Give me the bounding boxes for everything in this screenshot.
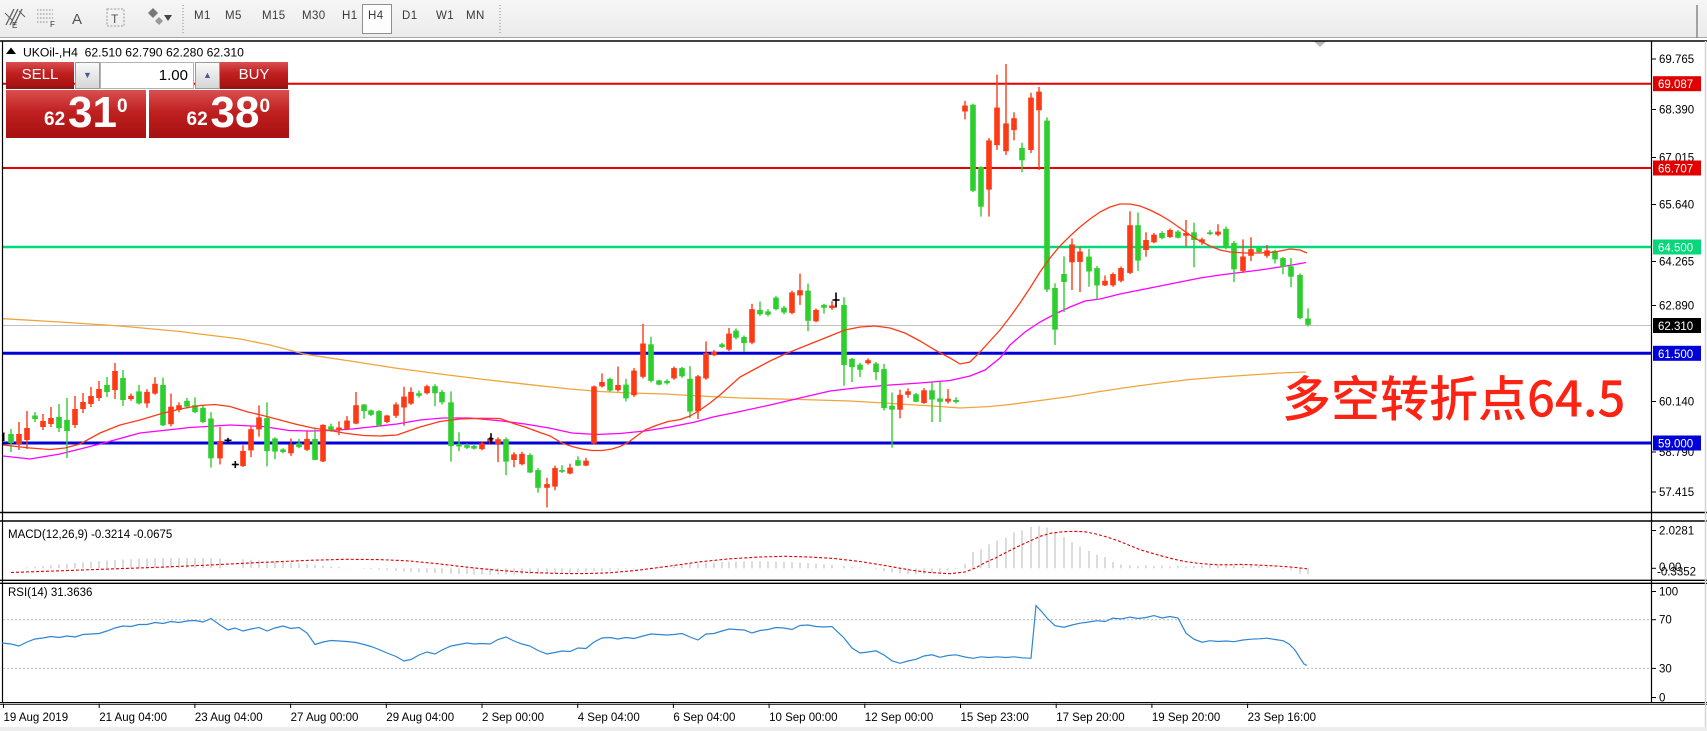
svg-text:100: 100 [1659,587,1678,599]
svg-text:A: A [72,11,82,28]
svg-text:64.500: 64.500 [1658,243,1693,255]
svg-text:17 Sep 20:00: 17 Sep 20:00 [1056,712,1124,724]
svg-text:15 Sep 23:00: 15 Sep 23:00 [961,712,1029,724]
svg-text:69.087: 69.087 [1658,79,1693,91]
svg-text:2.0281: 2.0281 [1659,526,1694,538]
svg-text:19 Sep 20:00: 19 Sep 20:00 [1152,712,1220,724]
svg-text:RSI(14) 31.3636: RSI(14) 31.3636 [8,587,92,599]
svg-text:62.310: 62.310 [1658,321,1693,333]
svg-text:2 Sep 00:00: 2 Sep 00:00 [482,712,544,724]
svg-text:MACD(12,26,9) -0.3214 -0.0675: MACD(12,26,9) -0.3214 -0.0675 [8,529,172,541]
svg-text:70: 70 [1659,615,1672,627]
svg-text:-0.3352: -0.3352 [1657,567,1696,579]
svg-text:61.500: 61.500 [1658,349,1693,361]
svg-text:0: 0 [1659,693,1665,705]
svg-text:30: 30 [1659,663,1672,675]
svg-text:23 Aug 04:00: 23 Aug 04:00 [195,712,263,724]
svg-text:62.890: 62.890 [1659,301,1694,313]
svg-text:T: T [111,12,119,26]
svg-text:19 Aug 2019: 19 Aug 2019 [4,712,69,724]
svg-text:27 Aug 00:00: 27 Aug 00:00 [291,712,359,724]
svg-text:66.707: 66.707 [1658,164,1693,176]
svg-text:UKOil-,H4 62.510 62.790 62.28: UKOil-,H4 62.510 62.790 62.280 62.310 [23,46,244,60]
svg-text:10 Sep 00:00: 10 Sep 00:00 [769,712,837,724]
svg-text:68.390: 68.390 [1659,105,1694,117]
svg-text:E: E [12,21,17,30]
svg-text:23 Sep 16:00: 23 Sep 16:00 [1248,712,1316,724]
svg-text:69.765: 69.765 [1659,54,1694,66]
svg-text:65.640: 65.640 [1659,200,1694,212]
svg-text:F: F [50,20,55,29]
svg-text:0.00: 0.00 [1659,562,1681,574]
svg-text:59.000: 59.000 [1658,439,1693,451]
svg-text:12 Sep 00:00: 12 Sep 00:00 [865,712,933,724]
svg-text:60.140: 60.140 [1659,397,1694,409]
svg-text:6 Sep 04:00: 6 Sep 04:00 [673,712,735,724]
svg-text:21 Aug 04:00: 21 Aug 04:00 [99,712,167,724]
svg-text:29 Aug 04:00: 29 Aug 04:00 [386,712,454,724]
svg-text:57.415: 57.415 [1659,487,1694,499]
svg-text:4 Sep 04:00: 4 Sep 04:00 [578,712,640,724]
svg-text:64.265: 64.265 [1659,257,1694,269]
